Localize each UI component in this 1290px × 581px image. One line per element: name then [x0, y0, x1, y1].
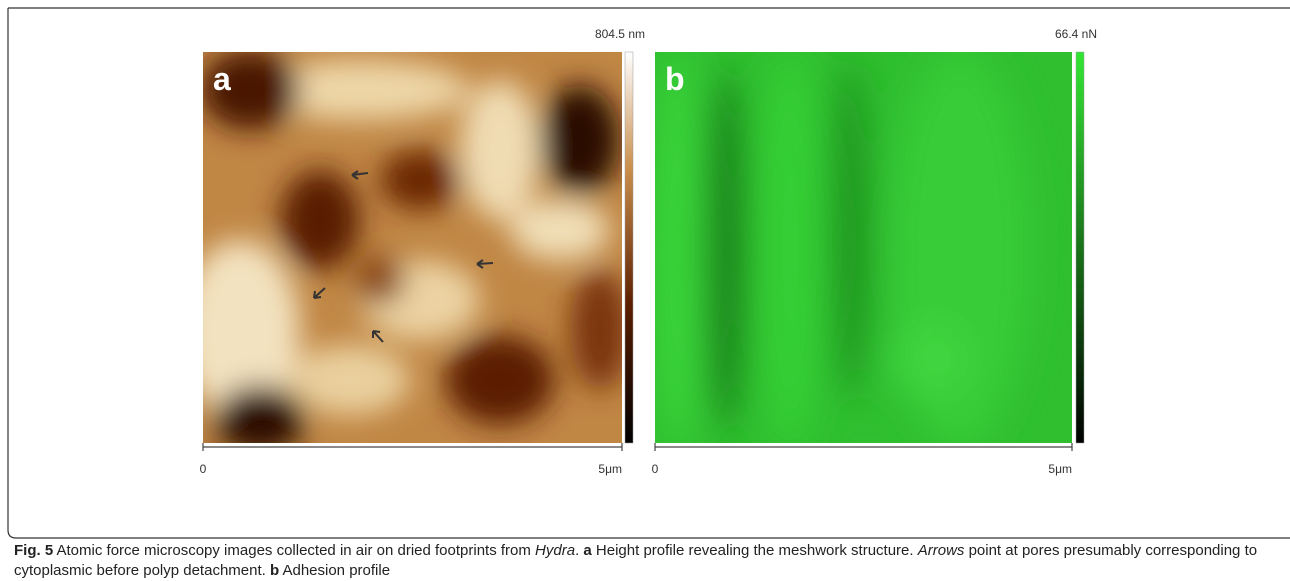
caption-part: Hydra: [535, 542, 575, 559]
panel-label: a: [213, 61, 231, 97]
scale-start-label: 0: [200, 462, 207, 476]
scale-end-label: 5μm: [598, 462, 622, 476]
caption: Fig. 5 Atomic force microscopy images co…: [14, 541, 1284, 581]
caption-part: Height profile revealing the meshwork st…: [592, 542, 918, 559]
scale-bar: [655, 443, 1072, 451]
caption-part: Adhesion profile: [279, 562, 390, 579]
scale-max-label: 804.5 nm: [595, 27, 645, 41]
caption-part: a: [583, 542, 591, 559]
caption-part: Atomic force microscopy images collected…: [53, 542, 535, 559]
colorbar: [1076, 52, 1084, 443]
caption-part: Fig. 5: [14, 542, 53, 559]
adhesion-image: [655, 50, 1072, 450]
figure: a 804.5 nm 0 5μm b 66.4 nN 0 5μm Fig. 5 …: [0, 0, 1290, 578]
height-image: [180, 50, 630, 455]
frame: [8, 8, 1290, 538]
scale-bar: [203, 443, 622, 451]
colorbar: [625, 52, 633, 443]
figure-panels: a 804.5 nm 0 5μm b 66.4 nN 0 5μm: [0, 0, 1290, 540]
scale-start-label: 0: [652, 462, 659, 476]
caption-part: b: [270, 562, 279, 579]
panel-label: b: [665, 61, 685, 97]
caption-part: Arrows: [918, 542, 965, 559]
scale-max-label: 66.4 nN: [1055, 27, 1097, 41]
scale-end-label: 5μm: [1048, 462, 1072, 476]
